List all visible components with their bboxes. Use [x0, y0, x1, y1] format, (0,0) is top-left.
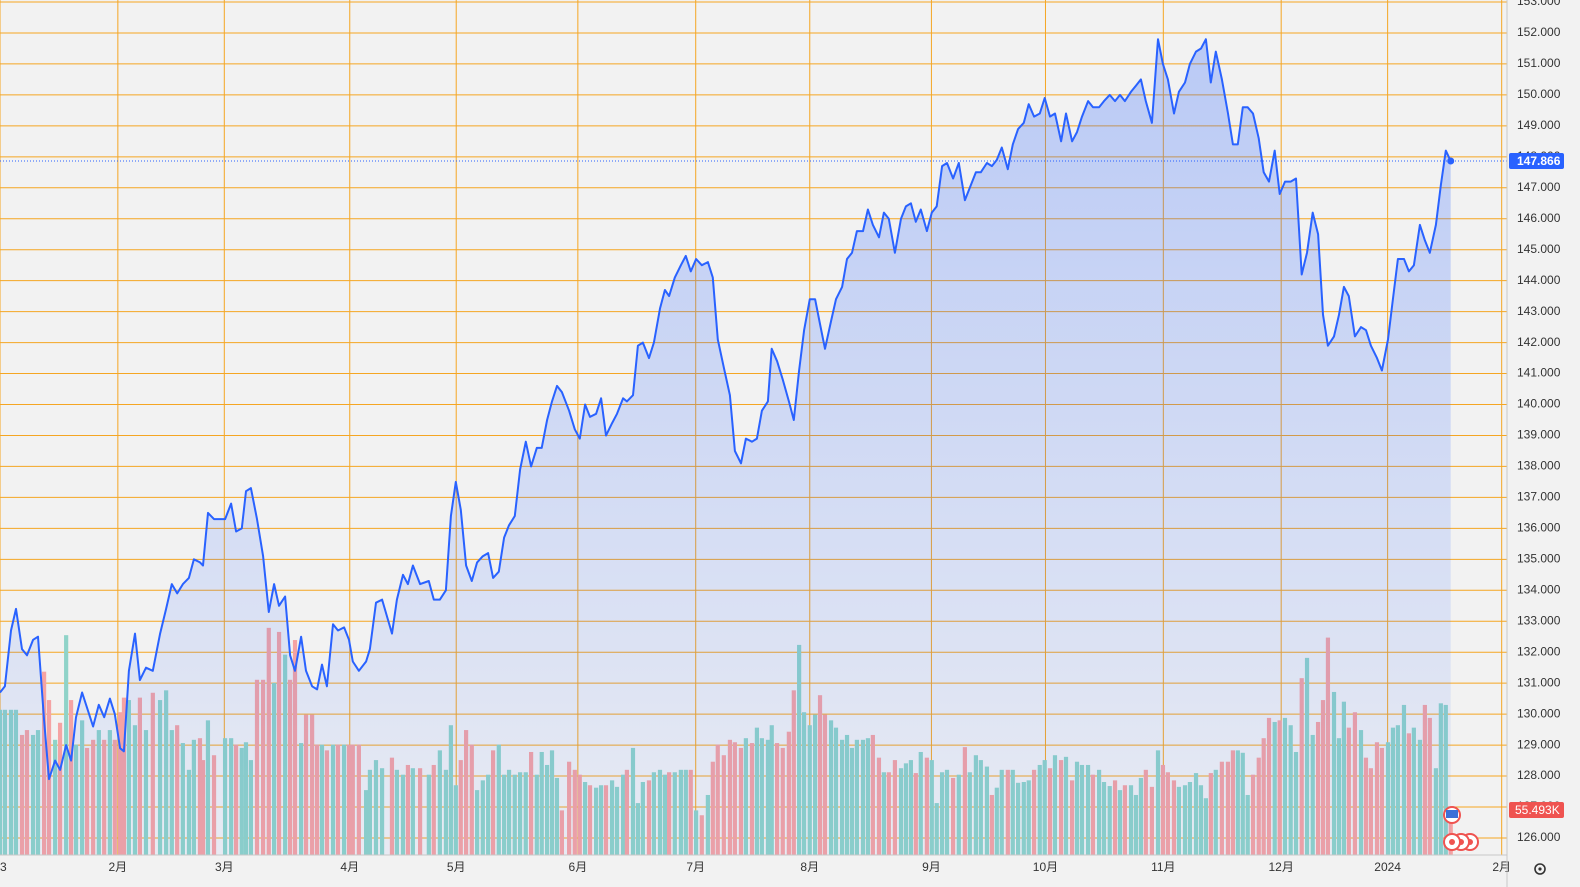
y-tick-label: 149.000 [1517, 118, 1561, 132]
x-tick-label: 4月 [340, 860, 359, 874]
x-tick-label: 11月 [1151, 860, 1175, 874]
y-tick-label: 142.000 [1517, 335, 1561, 349]
y-tick-label: 147.000 [1517, 180, 1561, 194]
y-tick-label: 129.000 [1517, 737, 1561, 751]
y-tick-label: 146.000 [1517, 211, 1561, 225]
settings-icon-core [1538, 867, 1542, 871]
y-tick-label: 138.000 [1517, 459, 1561, 473]
y-tick-label: 126.000 [1517, 830, 1561, 844]
y-tick-label: 145.000 [1517, 242, 1561, 256]
price-line [0, 38, 1452, 781]
x-tick-label: 8月 [800, 860, 819, 874]
y-tick-label: 137.000 [1517, 490, 1561, 504]
y-tick-label: 134.000 [1517, 582, 1561, 596]
y-tick-label: 139.000 [1517, 428, 1561, 442]
x-tick-label: 10月 [1033, 860, 1058, 874]
x-tick-label: 12月 [1268, 860, 1293, 874]
last-price-label: 147.866 [1517, 154, 1561, 168]
y-tick-label: 151.000 [1517, 56, 1561, 70]
y-tick-label: 133.000 [1517, 613, 1561, 627]
y-tick-label: 135.000 [1517, 551, 1561, 565]
event-flag [1446, 810, 1458, 818]
x-tick-label: 23 [0, 860, 7, 874]
y-tick-label: 132.000 [1517, 644, 1561, 658]
volume-tag [1509, 801, 1564, 818]
x-tick-label: 6月 [569, 860, 588, 874]
y-tick-label: 128.000 [1517, 768, 1561, 782]
y-tick-label: 150.000 [1517, 87, 1561, 101]
y-tick-label: 153.000 [1517, 0, 1561, 8]
y-tick-label: 140.000 [1517, 397, 1561, 411]
volume-label: 55.493K [1515, 803, 1560, 817]
x-tick-label: 9月 [922, 860, 941, 874]
x-tick-label: 2月 [109, 860, 128, 874]
area-fill [0, 39, 1451, 855]
y-tick-label: 152.000 [1517, 25, 1561, 39]
x-tick-label: 3月 [215, 860, 234, 874]
x-tick-label: 7月 [686, 860, 705, 874]
last-point [1447, 157, 1455, 165]
y-tick-label: 131.000 [1517, 675, 1561, 689]
event-dot [1449, 839, 1455, 845]
x-tick-label: 2月 [1492, 860, 1511, 874]
y-tick-label: 141.000 [1517, 366, 1561, 380]
volume-bar [1448, 809, 1453, 855]
y-tick-label: 144.000 [1517, 273, 1561, 287]
x-tick-label: 5月 [447, 860, 466, 874]
settings-icon[interactable] [1534, 863, 1546, 875]
x-tick-label: 2024 [1374, 860, 1401, 874]
y-tick-label: 136.000 [1517, 521, 1561, 535]
y-tick-label: 143.000 [1517, 304, 1561, 318]
y-tick-label: 130.000 [1517, 706, 1561, 720]
last-price-tag [1509, 152, 1564, 169]
